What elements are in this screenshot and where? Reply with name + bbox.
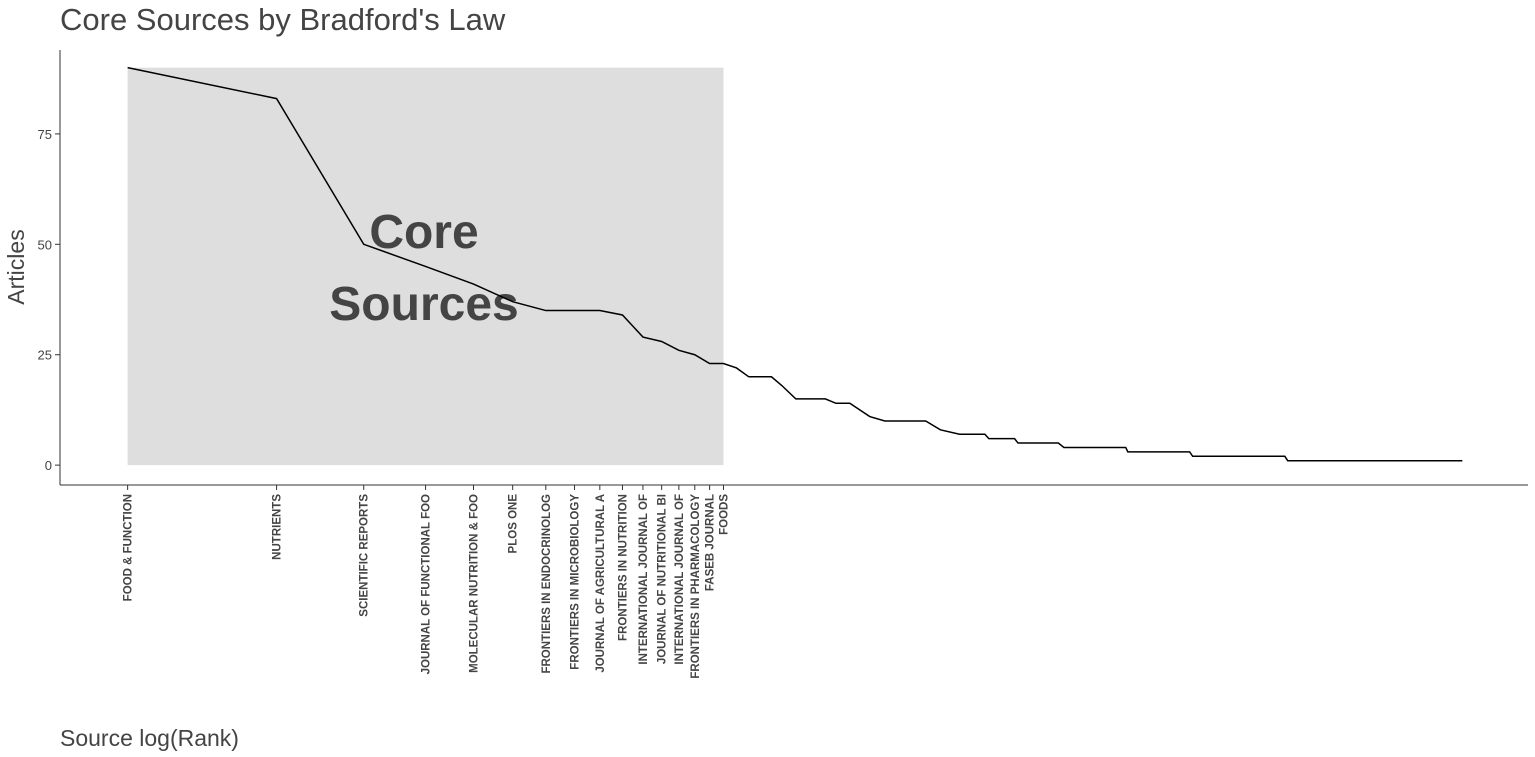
x-tick-label: FRONTIERS IN PHARMACOLOGY [690, 494, 702, 679]
data-line [127, 66, 1463, 462]
x-tick-label: JOURNAL OF NUTRITIONAL BI [657, 494, 669, 664]
x-tick-label: FRONTIERS IN NUTRITION [617, 494, 629, 641]
x-tick-label: FASEB JOURNAL [705, 494, 717, 591]
y-tick-label: 0 [45, 458, 52, 473]
y-tick-label: 75 [38, 127, 52, 142]
x-tick-label: MOLECULAR NUTRITION & FOO [469, 494, 481, 673]
x-tick-label: FOOD & FUNCTION [123, 494, 135, 601]
x-tick-label: JOURNAL OF FUNCTIONAL FOO [421, 494, 433, 674]
x-tick-label: FOODS [718, 494, 730, 535]
annotation-line: Core [369, 206, 478, 259]
x-tick-label: INTERNATIONAL JOURNAL OF [638, 494, 650, 665]
x-tick-label: NUTRIENTS [272, 494, 284, 560]
x-tick-label: PLOS ONE [508, 494, 520, 554]
annotation: Core Sources [329, 206, 518, 331]
x-tick-label: JOURNAL OF AGRICULTURAL A [595, 494, 607, 673]
annotation-line: Sources [329, 278, 518, 331]
chart-title: Core Sources by Bradford's Law [60, 2, 506, 37]
x-tick-label: SCIENTIFIC REPORTS [359, 494, 371, 617]
x-tick-label: FRONTIERS IN ENDOCRINOLOG [541, 494, 553, 674]
x-tick-label: INTERNATIONAL JOURNAL OF [674, 494, 686, 665]
y-tick-label: 25 [38, 348, 52, 363]
y-axis-label: Articles [3, 229, 29, 304]
x-tick-label: FRONTIERS IN MICROBIOLOGY [570, 494, 582, 670]
x-axis-label: Source log(Rank) [60, 725, 239, 751]
y-tick-label: 50 [38, 237, 52, 252]
